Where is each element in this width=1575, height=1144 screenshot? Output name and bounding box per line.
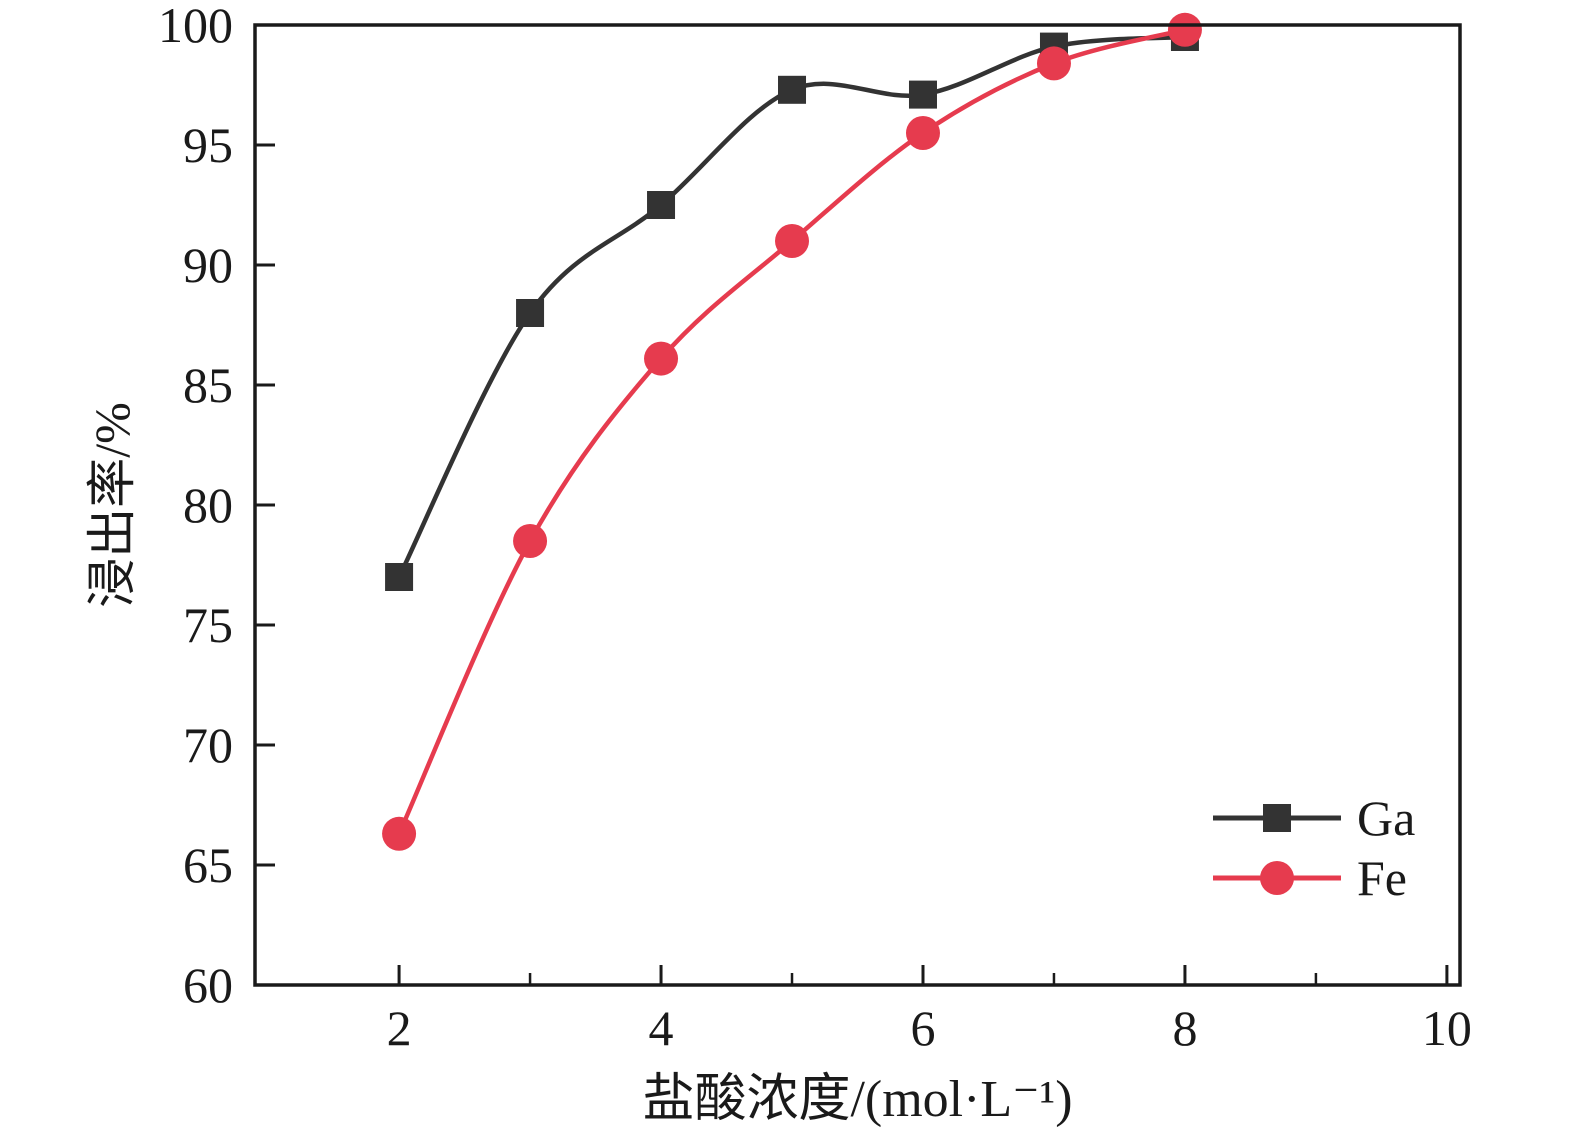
fe-point xyxy=(644,341,679,376)
x-tick-label: 6 xyxy=(910,1000,935,1056)
x-axis-label: 盐酸浓度/(mol·L⁻¹) xyxy=(642,1071,1073,1128)
fe-point xyxy=(382,816,417,851)
y-axis-label: 浸出率/% xyxy=(84,402,140,608)
fe-series xyxy=(382,12,1202,851)
fe-point xyxy=(775,224,810,258)
fe-point xyxy=(1036,46,1071,81)
y-tick-label: 75 xyxy=(183,597,233,653)
legend-entry-ga: Ga xyxy=(1213,790,1415,846)
y-tick-label: 95 xyxy=(183,117,233,173)
legend-entry-fe: Fe xyxy=(1213,850,1407,906)
fe-point xyxy=(905,116,940,150)
x-tick-label: 2 xyxy=(387,1000,412,1056)
y-tick-label: 65 xyxy=(183,837,233,893)
y-tick-label: 80 xyxy=(183,477,233,533)
ga-point xyxy=(647,191,676,219)
ga-point xyxy=(908,80,937,109)
legend-marker xyxy=(1263,804,1291,832)
fe-point xyxy=(513,524,548,558)
fe-line xyxy=(396,27,1188,837)
y-tick-label: 90 xyxy=(183,237,233,293)
legend-label: Ga xyxy=(1357,790,1415,846)
y-tick-label: 60 xyxy=(183,957,233,1013)
x-tick-label: 8 xyxy=(1172,1000,1197,1056)
axis-ticks: 2 4 6 8 10 60 65 70 75 80 85 90 95 100 xyxy=(158,0,1472,1056)
ga-point xyxy=(516,299,545,327)
y-tick-label: 85 xyxy=(183,357,233,413)
x-tick-label: 4 xyxy=(649,1000,674,1056)
ga-point xyxy=(778,75,807,104)
legend-label: Fe xyxy=(1357,850,1407,906)
x-tick-label: 10 xyxy=(1422,1000,1472,1056)
ga-point xyxy=(385,563,414,591)
plot-frame xyxy=(253,23,1462,987)
legend-marker xyxy=(1260,861,1294,895)
y-tick-label: 70 xyxy=(183,717,233,773)
fe-point xyxy=(1167,12,1202,47)
ga-series xyxy=(385,23,1199,591)
y-tick-label: 100 xyxy=(158,0,233,53)
